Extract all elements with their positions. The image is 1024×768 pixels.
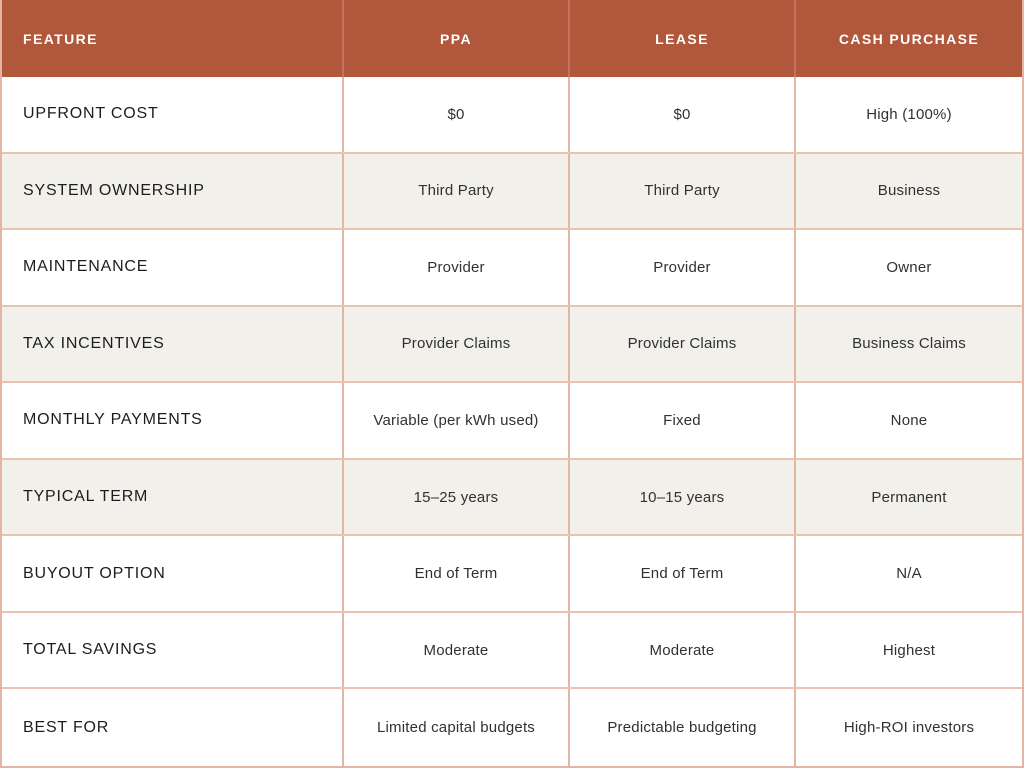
- row-best-for: BEST FOR Limited capital budgets Predict…: [2, 689, 1022, 766]
- cell-value: Owner: [886, 258, 932, 276]
- cell-value: Third Party: [344, 153, 570, 229]
- column-header-ppa: PPA: [344, 0, 570, 77]
- cell-value: $0: [570, 77, 796, 152]
- row-buyout-option: BUYOUT OPTION End of Term End of Term N/…: [2, 536, 1022, 613]
- cell-value: High-ROI investors: [843, 719, 975, 737]
- cell-value: Provider: [344, 230, 570, 305]
- row-maintenance: MAINTENANCE Provider Provider Owner: [2, 230, 1022, 307]
- cell-value: End of Term: [344, 536, 570, 611]
- cell-value: End of Term: [570, 536, 796, 611]
- row-label: TYPICAL TERM: [2, 459, 344, 535]
- cell-value: High (100%): [866, 105, 952, 123]
- row-label: SYSTEM OWNERSHIP: [2, 153, 344, 229]
- cell-value: Permanent: [871, 488, 947, 506]
- column-header-feature: FEATURE: [2, 0, 344, 77]
- row-system-ownership: SYSTEM OWNERSHIP Third Party Third Party…: [2, 153, 1022, 231]
- cell-value: None: [890, 411, 928, 429]
- cell-value: Moderate: [344, 612, 570, 688]
- row-tax-incentives: TAX INCENTIVES Provider Claims Provider …: [2, 306, 1022, 384]
- row-typical-term: TYPICAL TERM 15–25 years 10–15 years Per…: [2, 459, 1022, 537]
- cell-value: Moderate: [570, 612, 796, 688]
- cell-value: $0: [344, 77, 570, 152]
- cell-value: Provider Claims: [570, 306, 796, 382]
- cell-value: Limited capital budgets: [344, 689, 570, 766]
- row-label: MONTHLY PAYMENTS: [2, 383, 344, 458]
- column-header-cash-purchase: CASH PURCHASE: [838, 30, 980, 47]
- cell-value: 15–25 years: [344, 459, 570, 535]
- cell-value: Third Party: [570, 153, 796, 229]
- row-monthly-payments: MONTHLY PAYMENTS Variable (per kWh used)…: [2, 383, 1022, 460]
- cell-value: Business: [877, 182, 941, 200]
- cell-value: Fixed: [570, 383, 796, 458]
- cell-value: Variable (per kWh used): [344, 383, 570, 458]
- table-header-row: FEATURE PPA LEASE CASH PURCHASE: [2, 0, 1022, 77]
- cell-value: Business Claims: [852, 335, 966, 353]
- cell-value: Highest: [882, 641, 936, 659]
- row-label: BUYOUT OPTION: [2, 536, 344, 611]
- row-label: MAINTENANCE: [2, 230, 344, 305]
- cell-value: N/A: [896, 565, 922, 583]
- row-label: TOTAL SAVINGS: [2, 612, 344, 688]
- cell-value: Predictable budgeting: [570, 689, 796, 766]
- cell-value: Provider: [570, 230, 796, 305]
- row-label: BEST FOR: [2, 689, 344, 766]
- row-upfront-cost: UPFRONT COST $0 $0 High (100%): [2, 77, 1022, 154]
- row-label: TAX INCENTIVES: [2, 306, 344, 382]
- cell-value: 10–15 years: [570, 459, 796, 535]
- column-header-lease: LEASE: [570, 0, 796, 77]
- row-label: UPFRONT COST: [2, 77, 344, 152]
- cell-value: Provider Claims: [344, 306, 570, 382]
- row-total-savings: TOTAL SAVINGS Moderate Moderate Highest: [2, 612, 1022, 690]
